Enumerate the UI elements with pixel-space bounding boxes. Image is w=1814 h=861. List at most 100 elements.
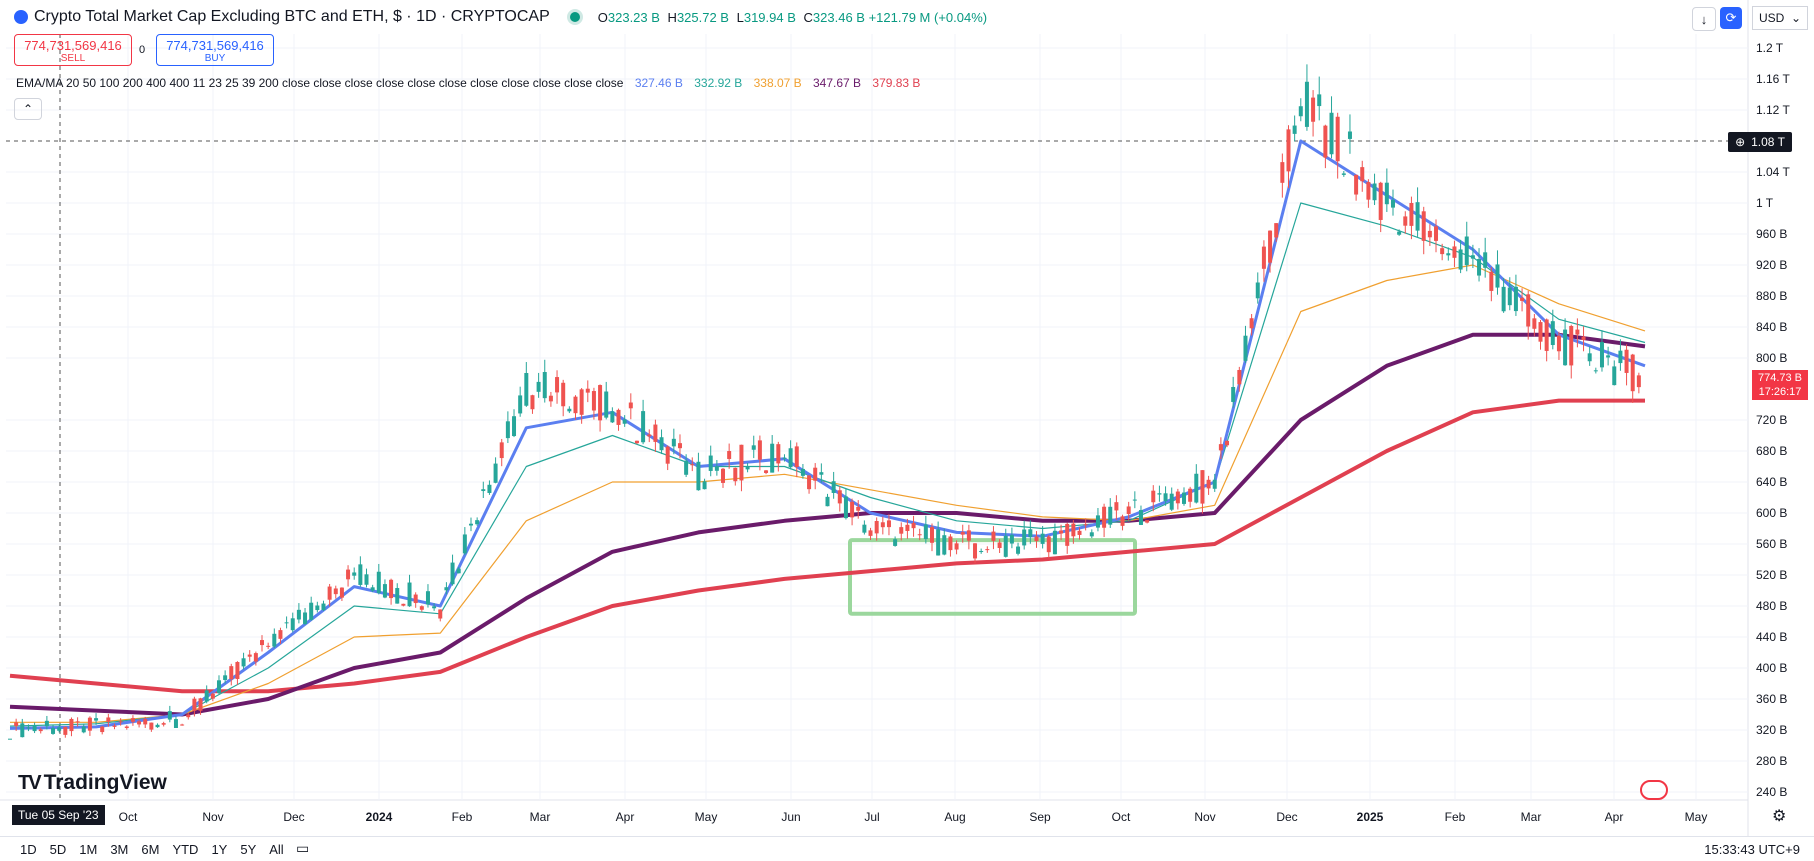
indicator-legend[interactable]: EMA/MA 20 50 100 200 400 400 11 23 25 39… xyxy=(16,76,920,90)
candle-body xyxy=(247,654,252,657)
symbol-title[interactable]: Crypto Total Market Cap Excluding BTC an… xyxy=(14,8,987,26)
candle-body xyxy=(696,461,701,491)
candle-body xyxy=(862,524,867,533)
candle-body xyxy=(1507,287,1512,306)
range-6m[interactable]: 6M xyxy=(141,842,160,857)
candle-body xyxy=(1052,530,1057,555)
range-5d[interactable]: 5D xyxy=(49,842,67,857)
candle-body xyxy=(1065,523,1070,546)
candle-body xyxy=(358,564,363,585)
candle-body xyxy=(1513,286,1518,312)
candle-body xyxy=(954,543,959,550)
price-tick-label: 360 B xyxy=(1756,692,1787,706)
range-1m[interactable]: 1M xyxy=(79,842,98,857)
candle-body xyxy=(450,562,455,585)
auto-refresh-icon[interactable]: ⟳ xyxy=(1720,7,1742,29)
candle-body xyxy=(192,698,197,711)
candle-body xyxy=(548,395,553,402)
time-tick-label: Dec xyxy=(1276,810,1297,824)
candle-body xyxy=(1126,506,1131,514)
candle-body xyxy=(591,391,596,411)
range-3m[interactable]: 3M xyxy=(110,842,129,857)
candle-body xyxy=(106,717,111,722)
price-tick-label: 960 B xyxy=(1756,227,1787,241)
price-tick-label: 680 B xyxy=(1756,444,1787,458)
candle-body xyxy=(1556,335,1561,352)
candle-body xyxy=(253,653,258,662)
candle-body xyxy=(684,460,689,475)
candle-body xyxy=(1237,369,1242,385)
time-tick-label: May xyxy=(695,810,718,824)
candle-body xyxy=(1606,355,1611,358)
buy-button[interactable]: 774,731,569,416 BUY xyxy=(156,34,274,66)
candle-body xyxy=(1354,174,1359,195)
candle-body xyxy=(413,594,418,604)
candle-body xyxy=(1188,488,1193,502)
candle-body xyxy=(1016,546,1021,554)
price-tick-label: 1.04 T xyxy=(1756,165,1790,179)
candle-body xyxy=(1138,510,1143,525)
candle-body xyxy=(419,606,424,610)
range-all[interactable]: All xyxy=(269,842,284,857)
indicator-name: EMA/MA 20 50 100 200 400 400 11 23 25 39… xyxy=(16,76,624,90)
candle-body xyxy=(634,440,639,444)
range-1y[interactable]: 1Y xyxy=(211,842,228,857)
collapse-legend-button[interactable]: ⌃ xyxy=(14,98,42,120)
download-icon[interactable]: ↓ xyxy=(1692,7,1716,31)
annotation-rectangle xyxy=(848,538,1137,616)
ema-100-value: 338.07 B xyxy=(753,76,802,90)
candle-body xyxy=(604,391,609,418)
candle-body xyxy=(1249,318,1254,329)
candle-body xyxy=(886,520,891,528)
price-tick-label: 560 B xyxy=(1756,537,1787,551)
candle-body xyxy=(1071,523,1076,537)
candle-body xyxy=(8,738,12,740)
candle-body xyxy=(223,675,228,680)
price-tick-label: 1 T xyxy=(1756,196,1774,210)
candle-body xyxy=(1120,516,1125,526)
sell-button[interactable]: 774,731,569,416 SELL xyxy=(14,34,132,66)
time-tick-label: Nov xyxy=(202,810,223,824)
candle-body xyxy=(1182,492,1187,504)
candle-body xyxy=(1372,183,1377,201)
candle-body xyxy=(936,529,941,556)
candle-body xyxy=(1255,282,1260,299)
calendar-icon[interactable]: ▭ xyxy=(296,840,310,856)
plus-circle-icon[interactable]: ⊕ xyxy=(1735,135,1746,149)
candle-body xyxy=(727,451,732,459)
candle-body xyxy=(1274,223,1279,238)
price-tick-label: 480 B xyxy=(1756,599,1787,613)
candle-body xyxy=(1175,491,1180,504)
candle-body xyxy=(1495,264,1500,288)
candle-body xyxy=(32,726,37,732)
candle-body xyxy=(1427,230,1432,238)
time-tick-label: Feb xyxy=(452,810,473,824)
candle-body xyxy=(942,535,947,555)
range-ytd[interactable]: YTD xyxy=(172,842,199,857)
gear-icon[interactable]: ⚙ xyxy=(1772,808,1787,825)
candle-body xyxy=(118,721,123,723)
candle-body xyxy=(38,729,43,732)
ema-200-value: 347.67 B xyxy=(813,76,862,90)
candle-body xyxy=(745,466,750,470)
candle-body xyxy=(1415,202,1420,231)
tradingview-logo[interactable]: TV TradingView xyxy=(18,771,167,794)
price-chart[interactable]: 1.2 T 1.16 T 1.12 T 1.04 T 1 T 960 B 920 B 880 … xyxy=(0,0,1814,836)
candle-body xyxy=(1421,211,1426,241)
price-tick-label: 1.16 T xyxy=(1756,72,1790,86)
bar-countdown: 17:26:17 xyxy=(1758,386,1802,398)
range-1d[interactable]: 1D xyxy=(20,842,37,857)
candle-body xyxy=(647,434,652,437)
candle-body xyxy=(561,382,566,407)
candle-body xyxy=(530,395,535,410)
candle-body xyxy=(1575,329,1580,335)
price-tick-label: 600 B xyxy=(1756,506,1787,520)
ma-400-value: 379.83 B xyxy=(872,76,921,90)
us-flag-icon[interactable] xyxy=(1640,780,1668,800)
candle-body xyxy=(893,539,898,546)
candle-body xyxy=(1108,506,1113,525)
range-5y[interactable]: 5Y xyxy=(240,842,257,857)
clock[interactable]: 15:33:43 UTC+9 xyxy=(1704,842,1800,857)
candle-body xyxy=(487,484,492,493)
currency-select[interactable]: USD ⌄ xyxy=(1752,6,1808,30)
